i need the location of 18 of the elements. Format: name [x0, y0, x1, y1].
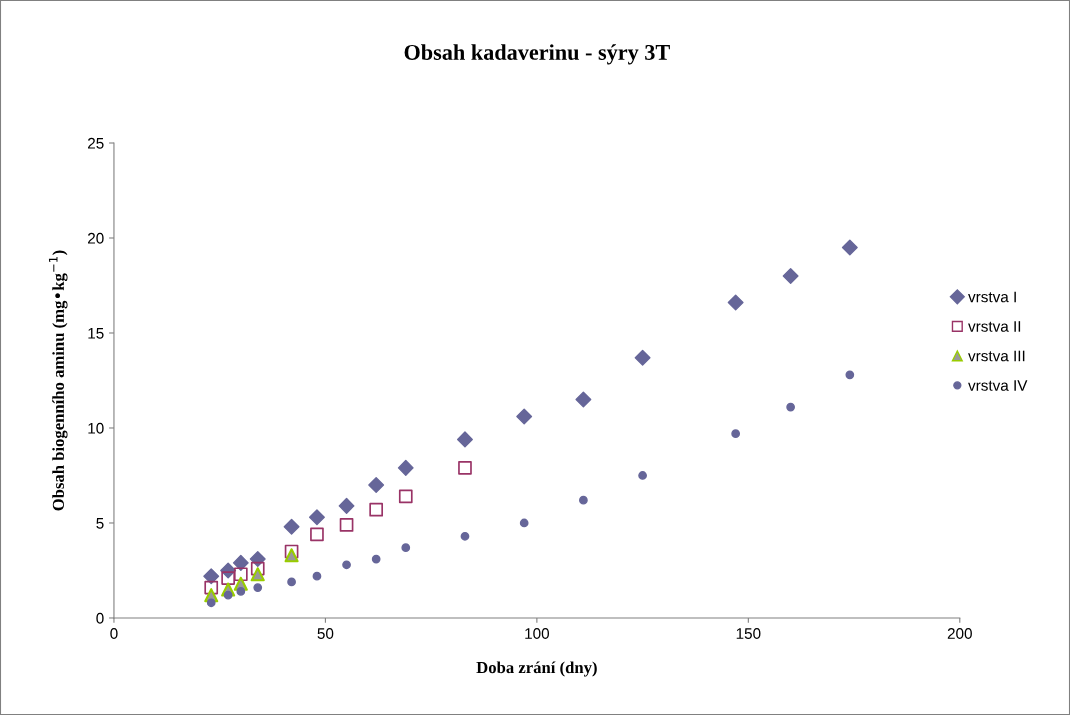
legend-label: vrstva IV	[968, 380, 1028, 391]
legend-label: vrstva III	[968, 350, 1025, 362]
x-tick-label: 0	[110, 628, 118, 639]
y-tick-label: 5	[96, 518, 104, 529]
y-tick-label: 10	[88, 422, 104, 434]
y-tick-label: 0	[96, 612, 104, 624]
legend-label: vrstva I	[968, 291, 1016, 303]
x-axis-title: Doba zrání (dny)	[476, 661, 597, 677]
x-tick-label: 50	[317, 628, 334, 639]
x-tick-label: 100	[525, 628, 550, 639]
chart-title: Obsah kadaverinu - sýry 3T	[404, 44, 670, 65]
legend-label: vrstva II	[968, 321, 1021, 332]
x-tick-label: 150	[736, 628, 761, 639]
y-axis-title: Obsah biogenního aminu (mg•kg$^{−1}$)	[48, 250, 68, 511]
y-tick-label: 25	[88, 137, 104, 149]
y-tick-label: 20	[88, 232, 104, 244]
y-tick-label: 15	[88, 328, 104, 339]
x-tick-label: 200	[947, 628, 972, 639]
